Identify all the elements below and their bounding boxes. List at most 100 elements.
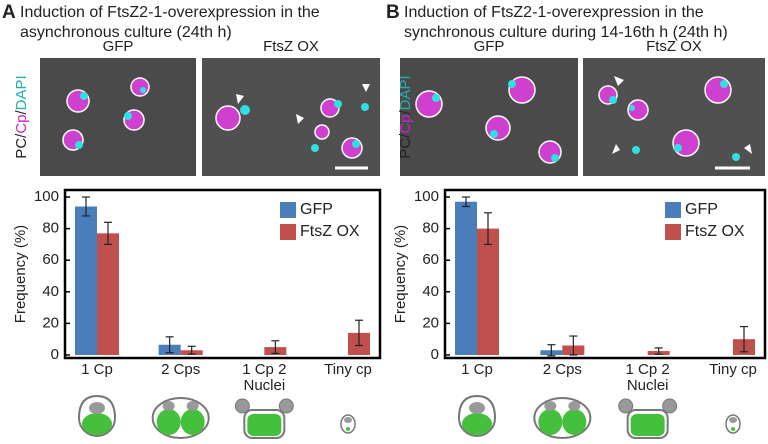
nucleus bbox=[344, 417, 352, 423]
panel-title: Induction of FtsZ2-1-overexpression in t… bbox=[20, 4, 320, 21]
error-bar bbox=[462, 196, 470, 208]
x-tick-label: 1 Cp 2 Nuclei bbox=[242, 361, 287, 394]
cell-diagram bbox=[618, 398, 678, 439]
stain-part: DAPI bbox=[13, 75, 30, 110]
y-tick-label: 80 bbox=[422, 220, 439, 237]
error-bar bbox=[271, 340, 280, 355]
stain-part: PC/ bbox=[397, 133, 414, 159]
error-bar bbox=[484, 212, 492, 245]
y-tick-label: 80 bbox=[42, 220, 59, 237]
error-bar bbox=[569, 335, 578, 356]
chloroplast bbox=[82, 413, 112, 435]
cell-diagram bbox=[77, 394, 117, 437]
panel-label: B bbox=[386, 2, 400, 23]
nucleus bbox=[618, 398, 634, 414]
stain-label: PC/Cp/DAPI bbox=[397, 75, 414, 158]
bar bbox=[75, 206, 97, 355]
cell-diagram bbox=[725, 414, 741, 434]
chloroplast bbox=[247, 414, 282, 436]
x-tick-label: 1 Cp 2 Nuclei bbox=[625, 361, 670, 394]
nucleus bbox=[162, 401, 175, 411]
bar bbox=[455, 201, 477, 355]
nucleus bbox=[234, 398, 250, 414]
chloroplast bbox=[562, 409, 587, 435]
chloroplast bbox=[462, 413, 492, 435]
image-label: GFP bbox=[103, 38, 134, 55]
legend-swatch bbox=[280, 224, 296, 240]
cell-diagram bbox=[533, 397, 592, 439]
stain-part: Cp bbox=[13, 114, 30, 133]
chloroplast bbox=[538, 409, 563, 435]
x-tick-label: 2 Cps bbox=[161, 361, 201, 378]
y-tick-label: 60 bbox=[422, 251, 439, 268]
nucleus bbox=[469, 402, 485, 414]
nucleus bbox=[89, 402, 105, 414]
legend-swatch bbox=[280, 202, 296, 218]
y-tick-label: 20 bbox=[422, 314, 439, 331]
error-bar bbox=[740, 325, 748, 353]
plot-frame bbox=[443, 188, 767, 360]
y-tick-label: 100 bbox=[34, 188, 59, 205]
cell-diagram bbox=[234, 398, 294, 439]
bar bbox=[97, 233, 119, 355]
error-bar bbox=[187, 345, 196, 355]
image-label: FtsZ OX bbox=[646, 38, 702, 55]
panel-title: synchronous culture during 14-16th h (24… bbox=[404, 24, 728, 41]
y-tick-label: 40 bbox=[42, 283, 59, 300]
bar bbox=[477, 228, 499, 355]
stain-part: / bbox=[13, 109, 30, 114]
legend-label: FtsZ OX bbox=[685, 223, 745, 240]
error-bar bbox=[104, 221, 112, 245]
image-label: GFP bbox=[474, 38, 505, 55]
chloroplast bbox=[346, 427, 350, 431]
plot-frame bbox=[63, 188, 382, 360]
y-tick-label: 60 bbox=[42, 251, 59, 268]
legend-label: GFP bbox=[685, 201, 718, 218]
chloroplast bbox=[180, 409, 205, 435]
micrograph bbox=[40, 58, 765, 176]
y-tick-label: 20 bbox=[42, 314, 59, 331]
error-bar bbox=[654, 347, 663, 355]
y-tick-label: 0 bbox=[51, 346, 59, 363]
x-tick-label: Tiny cp bbox=[709, 361, 757, 378]
cell-diagram bbox=[340, 414, 356, 434]
y-tick-label: 40 bbox=[422, 283, 439, 300]
chloroplast bbox=[731, 427, 735, 431]
cell-diagram bbox=[151, 397, 210, 439]
error-bar bbox=[547, 344, 556, 357]
y-axis-label: Frequency (%) bbox=[392, 225, 409, 323]
stain-part: PC/ bbox=[13, 133, 30, 159]
nucleus bbox=[278, 398, 294, 414]
y-tick-label: 0 bbox=[431, 346, 439, 363]
chloroplast bbox=[630, 414, 665, 436]
y-axis-label: Frequency (%) bbox=[12, 225, 29, 323]
x-tick-label: 2 Cps bbox=[542, 361, 582, 378]
nucleus bbox=[729, 417, 737, 423]
error-bar bbox=[82, 196, 90, 217]
nucleus bbox=[662, 398, 678, 414]
nucleus bbox=[186, 401, 199, 411]
error-bar bbox=[165, 336, 174, 354]
y-tick-label: 100 bbox=[414, 188, 439, 205]
stain-part: DAPI bbox=[397, 75, 414, 110]
chloroplast bbox=[156, 409, 181, 435]
cell-diagram bbox=[457, 394, 497, 437]
x-tick-label: 1 Cp bbox=[461, 361, 493, 378]
legend-swatch bbox=[665, 202, 681, 218]
legend-label: GFP bbox=[300, 201, 333, 218]
x-tick-label: Tiny cp bbox=[324, 361, 372, 378]
image-label: FtsZ OX bbox=[263, 38, 319, 55]
x-tick-label: 1 Cp bbox=[81, 361, 113, 378]
panel-title: asynchronous culture (24th h) bbox=[20, 24, 232, 41]
stain-part: / bbox=[397, 109, 414, 114]
legend-label: FtsZ OX bbox=[300, 223, 360, 240]
stain-label: PC/Cp/DAPI bbox=[13, 75, 30, 158]
panel-title: Induction of FtsZ2-1-overexpression in t… bbox=[404, 4, 704, 21]
nucleus bbox=[568, 401, 581, 411]
stain-part: Cp bbox=[397, 114, 414, 133]
error-bar bbox=[355, 319, 363, 347]
panel-label: A bbox=[2, 2, 16, 23]
legend-swatch bbox=[665, 224, 681, 240]
nucleus bbox=[544, 401, 557, 411]
